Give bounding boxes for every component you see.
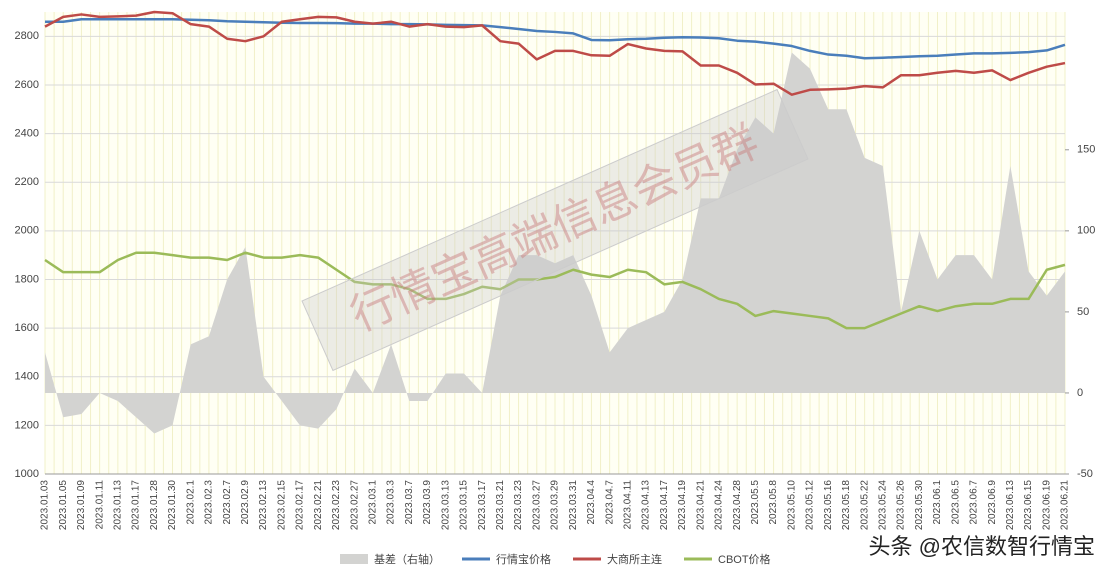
price-line bbox=[44, 10, 1066, 96]
x-tick-label: 2023.05.5 bbox=[750, 480, 761, 525]
legend-label: CBOT价格 bbox=[718, 552, 771, 566]
x-tick-label: 2023.06.15 bbox=[1023, 480, 1034, 530]
x-tick-label: 2023.01.11 bbox=[94, 480, 105, 530]
x-tick-label: 2023.04.28 bbox=[732, 480, 743, 530]
x-tick-label: 2023.03.9 bbox=[422, 480, 433, 525]
x-tick-label: 2023.05.18 bbox=[841, 480, 852, 530]
y-tick-label: 2600 bbox=[15, 79, 39, 91]
x-tick-label: 2023.04.7 bbox=[604, 480, 615, 525]
price-line bbox=[45, 18, 1066, 60]
x-tick-label: 2023.02.9 bbox=[240, 480, 251, 525]
x-tick-label: 2023.04.19 bbox=[677, 480, 688, 530]
legend-label: 大商所主连 bbox=[607, 552, 662, 566]
y2-tick-label: 100 bbox=[1077, 225, 1095, 237]
x-tick-label: 2023.05.8 bbox=[768, 480, 779, 525]
x-tick-label: 2023.01.13 bbox=[112, 480, 123, 530]
x-tick-label: 2023.05.10 bbox=[786, 480, 797, 530]
x-tick-label: 2023.02.21 bbox=[313, 480, 324, 530]
x-tick-label: 2023.05.26 bbox=[896, 480, 907, 530]
x-tick-label: 2023.03.7 bbox=[404, 480, 415, 525]
x-tick-label: 2023.01.17 bbox=[131, 480, 142, 530]
x-tick-label: 2023.02.27 bbox=[349, 480, 360, 530]
x-tick-label: 2023.01.03 bbox=[40, 480, 51, 530]
x-tick-label: 2023.03.21 bbox=[495, 480, 506, 530]
x-tick-label: 2023.04.24 bbox=[714, 480, 725, 530]
x-tick-label: 2023.01.28 bbox=[149, 480, 160, 530]
x-tick-label: 2023.02.17 bbox=[295, 480, 306, 530]
x-tick-label: 2023.06.13 bbox=[1005, 480, 1016, 530]
x-tick-label: 2023.04.13 bbox=[641, 480, 652, 530]
legend-swatch bbox=[340, 554, 368, 564]
y2-tick-label: -50 bbox=[1077, 468, 1093, 480]
x-tick-label: 2023.06.19 bbox=[1041, 480, 1052, 530]
y-tick-label: 1600 bbox=[15, 322, 39, 334]
y-tick-label: 2200 bbox=[15, 176, 39, 188]
y-tick-label: 1400 bbox=[15, 371, 39, 383]
x-tick-label: 2023.02.1 bbox=[185, 480, 196, 525]
price-line bbox=[44, 251, 1066, 330]
legend-label: 行情宝价格 bbox=[496, 552, 551, 566]
x-tick-label: 2023.06.21 bbox=[1060, 480, 1071, 530]
x-tick-label: 2023.06.7 bbox=[969, 480, 980, 525]
x-tick-label: 2023.04.17 bbox=[659, 480, 670, 530]
x-tick-label: 2023.02.23 bbox=[331, 480, 342, 530]
x-tick-label: 2023.03.13 bbox=[440, 480, 451, 530]
x-tick-label: 2023.02.7 bbox=[222, 480, 233, 525]
x-tick-label: 2023.01.09 bbox=[76, 480, 87, 530]
y-tick-label: 1000 bbox=[15, 468, 39, 480]
source-watermark: 头条 @农信数智行情宝 bbox=[869, 534, 1095, 559]
x-tick-label: 2023.03.29 bbox=[550, 480, 561, 530]
x-tick-label: 2023.05.16 bbox=[823, 480, 834, 530]
y2-tick-label: 50 bbox=[1077, 306, 1089, 318]
x-tick-label: 2023.03.31 bbox=[568, 480, 579, 530]
x-tick-label: 2023.03.23 bbox=[513, 480, 524, 530]
y-tick-label: 2800 bbox=[15, 30, 39, 42]
x-tick-label: 2023.03.27 bbox=[531, 480, 542, 530]
x-tick-label: 2023.03.15 bbox=[459, 480, 470, 530]
x-tick-label: 2023.05.30 bbox=[914, 480, 925, 530]
x-tick-label: 2023.06.9 bbox=[987, 480, 998, 525]
x-tick-label: 2023.02.13 bbox=[258, 480, 269, 530]
legend-label: 基差（右轴） bbox=[374, 552, 440, 566]
x-tick-label: 2023.04.11 bbox=[622, 480, 633, 530]
x-tick-label: 2023.03.1 bbox=[367, 480, 378, 525]
x-tick-label: 2023.01.30 bbox=[167, 480, 178, 530]
y-tick-label: 1200 bbox=[15, 419, 39, 431]
x-tick-label: 2023.02.15 bbox=[276, 480, 287, 530]
y-tick-label: 2400 bbox=[15, 127, 39, 139]
x-tick-label: 2023.01.05 bbox=[58, 480, 69, 530]
x-tick-label: 2023.06.1 bbox=[932, 480, 943, 525]
y-tick-label: 2000 bbox=[15, 225, 39, 237]
x-tick-label: 2023.03.17 bbox=[477, 480, 488, 530]
x-tick-label: 2023.05.22 bbox=[859, 480, 870, 530]
y-tick-label: 1800 bbox=[15, 273, 39, 285]
x-tick-label: 2023.02.3 bbox=[204, 480, 215, 525]
basis-area bbox=[45, 52, 1065, 434]
x-tick-label: 2023.04.21 bbox=[695, 480, 706, 530]
x-tick-label: 2023.05.24 bbox=[877, 480, 888, 530]
watermark-box bbox=[301, 88, 809, 372]
y2-tick-label: 0 bbox=[1077, 387, 1083, 399]
y2-tick-label: 150 bbox=[1077, 144, 1095, 156]
x-tick-label: 2023.06.5 bbox=[950, 480, 961, 525]
x-tick-label: 2023.04.4 bbox=[586, 480, 597, 525]
x-tick-label: 2023.05.12 bbox=[805, 480, 816, 530]
x-tick-label: 2023.03.3 bbox=[386, 480, 397, 525]
